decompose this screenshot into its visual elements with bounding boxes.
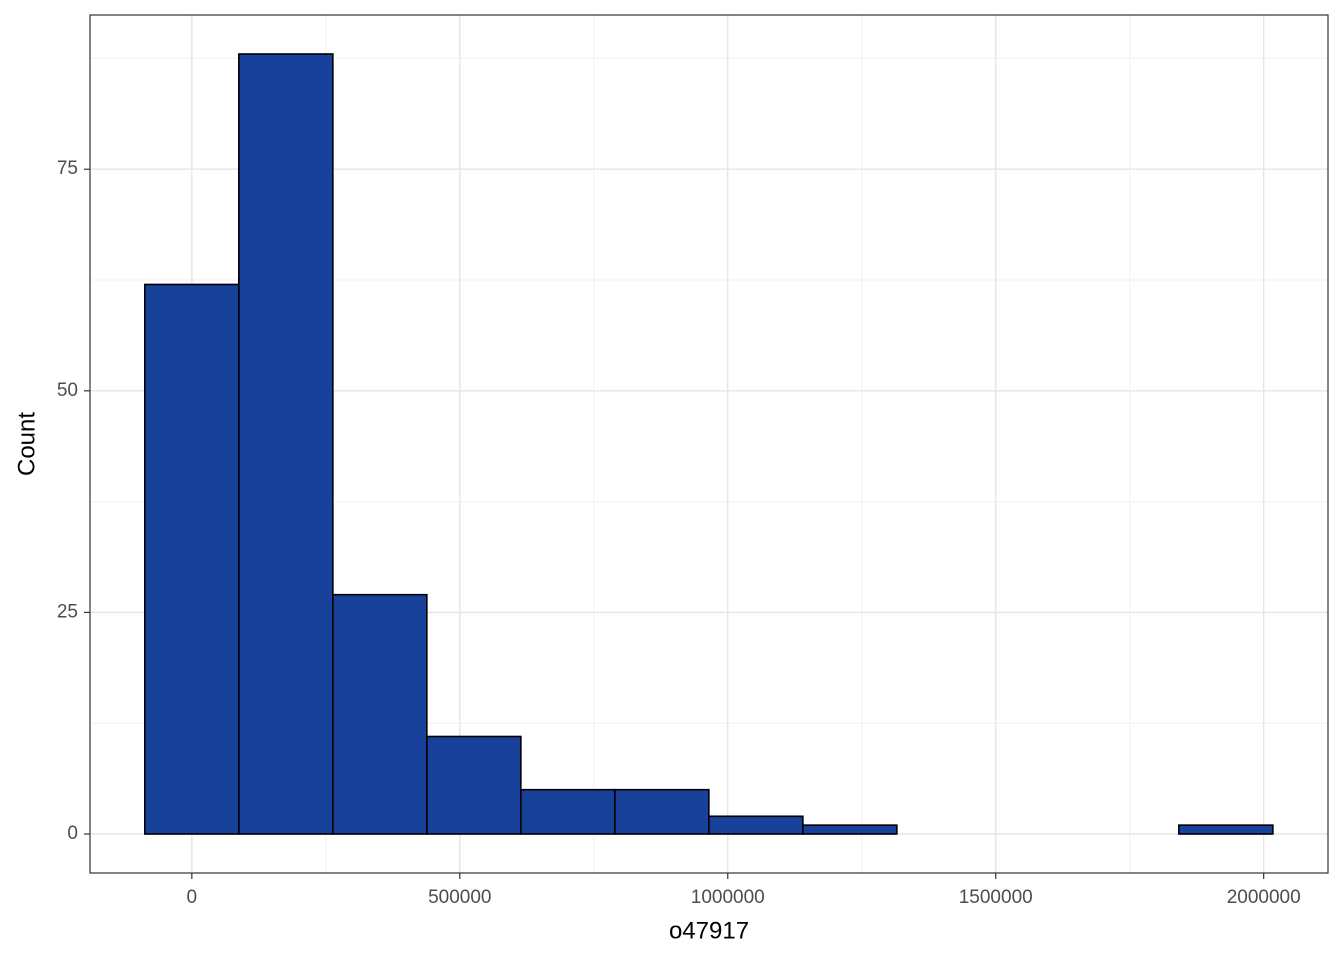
axes: 0 500000 1000000 1500000 2000000 0 25 50 75 — [57, 158, 1301, 908]
bar — [1178, 824, 1274, 835]
x-tick-label: 0 — [187, 887, 198, 908]
y-tick-label: 75 — [57, 158, 78, 179]
x-tick-label: 1000000 — [691, 887, 765, 908]
bar — [426, 735, 522, 835]
x-tick-label: 2000000 — [1227, 887, 1301, 908]
bar — [332, 593, 428, 835]
bar — [144, 283, 240, 835]
y-tick-label: 0 — [67, 823, 78, 844]
bar — [520, 788, 616, 835]
y-axis-title: Count — [13, 412, 40, 476]
bar — [802, 824, 898, 835]
panel-border — [89, 14, 1329, 874]
bar — [708, 815, 804, 835]
x-axis-title: o47917 — [669, 917, 749, 944]
x-tick-label: 500000 — [428, 887, 491, 908]
bar — [614, 788, 710, 835]
bars — [144, 53, 1274, 835]
bar — [238, 53, 334, 835]
x-tick-label: 1500000 — [959, 887, 1033, 908]
y-tick-label: 50 — [57, 380, 78, 401]
y-tick-label: 25 — [57, 601, 78, 622]
